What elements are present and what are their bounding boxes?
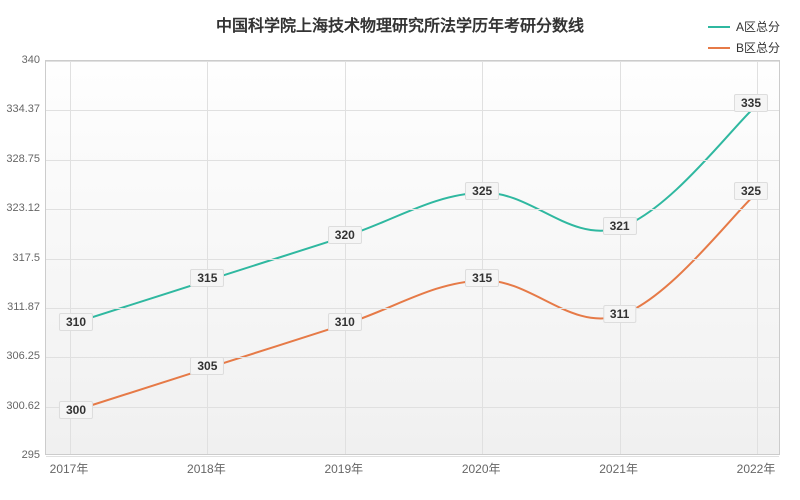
gridline-h bbox=[46, 259, 779, 260]
gridline-v bbox=[620, 61, 621, 454]
gridline-v bbox=[482, 61, 483, 454]
gridline-v bbox=[70, 61, 71, 454]
data-label: 300 bbox=[59, 401, 93, 419]
gridline-v bbox=[345, 61, 346, 454]
gridline-h bbox=[46, 357, 779, 358]
gridline-h bbox=[46, 209, 779, 210]
gridline-h bbox=[46, 308, 779, 309]
x-tick-label: 2019年 bbox=[324, 460, 363, 477]
data-label: 305 bbox=[190, 357, 224, 375]
x-tick-label: 2018年 bbox=[187, 460, 226, 477]
y-tick-label: 323.12 bbox=[6, 202, 40, 214]
series-line-1 bbox=[70, 193, 757, 412]
x-tick-label: 2017年 bbox=[50, 460, 89, 477]
x-tick-label: 2022年 bbox=[737, 460, 776, 477]
gridline-v bbox=[757, 61, 758, 454]
x-tick-label: 2020年 bbox=[462, 460, 501, 477]
data-label: 320 bbox=[328, 226, 362, 244]
y-tick-label: 340 bbox=[22, 54, 40, 66]
data-label: 325 bbox=[465, 182, 499, 200]
y-tick-label: 295 bbox=[22, 449, 40, 461]
chart-title: 中国科学院上海技术物理研究所法学历年考研分数线 bbox=[216, 12, 584, 36]
data-label: 321 bbox=[603, 217, 637, 235]
data-label: 315 bbox=[190, 269, 224, 287]
legend-line-b bbox=[708, 47, 730, 49]
y-tick-label: 334.37 bbox=[6, 103, 40, 115]
plot-area: 310 315 320 325 321 335 300 305 310 315 311 325 bbox=[45, 60, 780, 455]
gridline-h bbox=[46, 456, 779, 457]
legend: A区总分 B区总分 bbox=[708, 18, 780, 60]
y-tick-label: 300.62 bbox=[6, 400, 40, 412]
series-line-0 bbox=[70, 105, 757, 324]
gridline-h bbox=[46, 407, 779, 408]
legend-label-b: B区总分 bbox=[736, 39, 780, 56]
legend-item-a: A区总分 bbox=[708, 18, 780, 35]
line-svg bbox=[46, 61, 779, 454]
data-label: 310 bbox=[59, 313, 93, 331]
y-tick-label: 328.75 bbox=[6, 153, 40, 165]
data-label: 315 bbox=[465, 269, 499, 287]
y-tick-label: 306.25 bbox=[6, 350, 40, 362]
legend-item-b: B区总分 bbox=[708, 39, 780, 56]
data-label: 310 bbox=[328, 313, 362, 331]
legend-label-a: A区总分 bbox=[736, 18, 780, 35]
chart-container: 中国科学院上海技术物理研究所法学历年考研分数线 A区总分 B区总分 310 315… bbox=[0, 0, 800, 500]
y-tick-label: 311.87 bbox=[7, 301, 40, 313]
data-label: 335 bbox=[734, 94, 768, 112]
gridline-h bbox=[46, 110, 779, 111]
gridline-h bbox=[46, 160, 779, 161]
y-tick-label: 317.5 bbox=[12, 252, 40, 264]
legend-line-a bbox=[708, 26, 730, 28]
gridline-v bbox=[207, 61, 208, 454]
gridline-h bbox=[46, 61, 779, 62]
data-label: 311 bbox=[603, 305, 636, 323]
x-tick-label: 2021年 bbox=[599, 460, 638, 477]
data-label: 325 bbox=[734, 182, 768, 200]
